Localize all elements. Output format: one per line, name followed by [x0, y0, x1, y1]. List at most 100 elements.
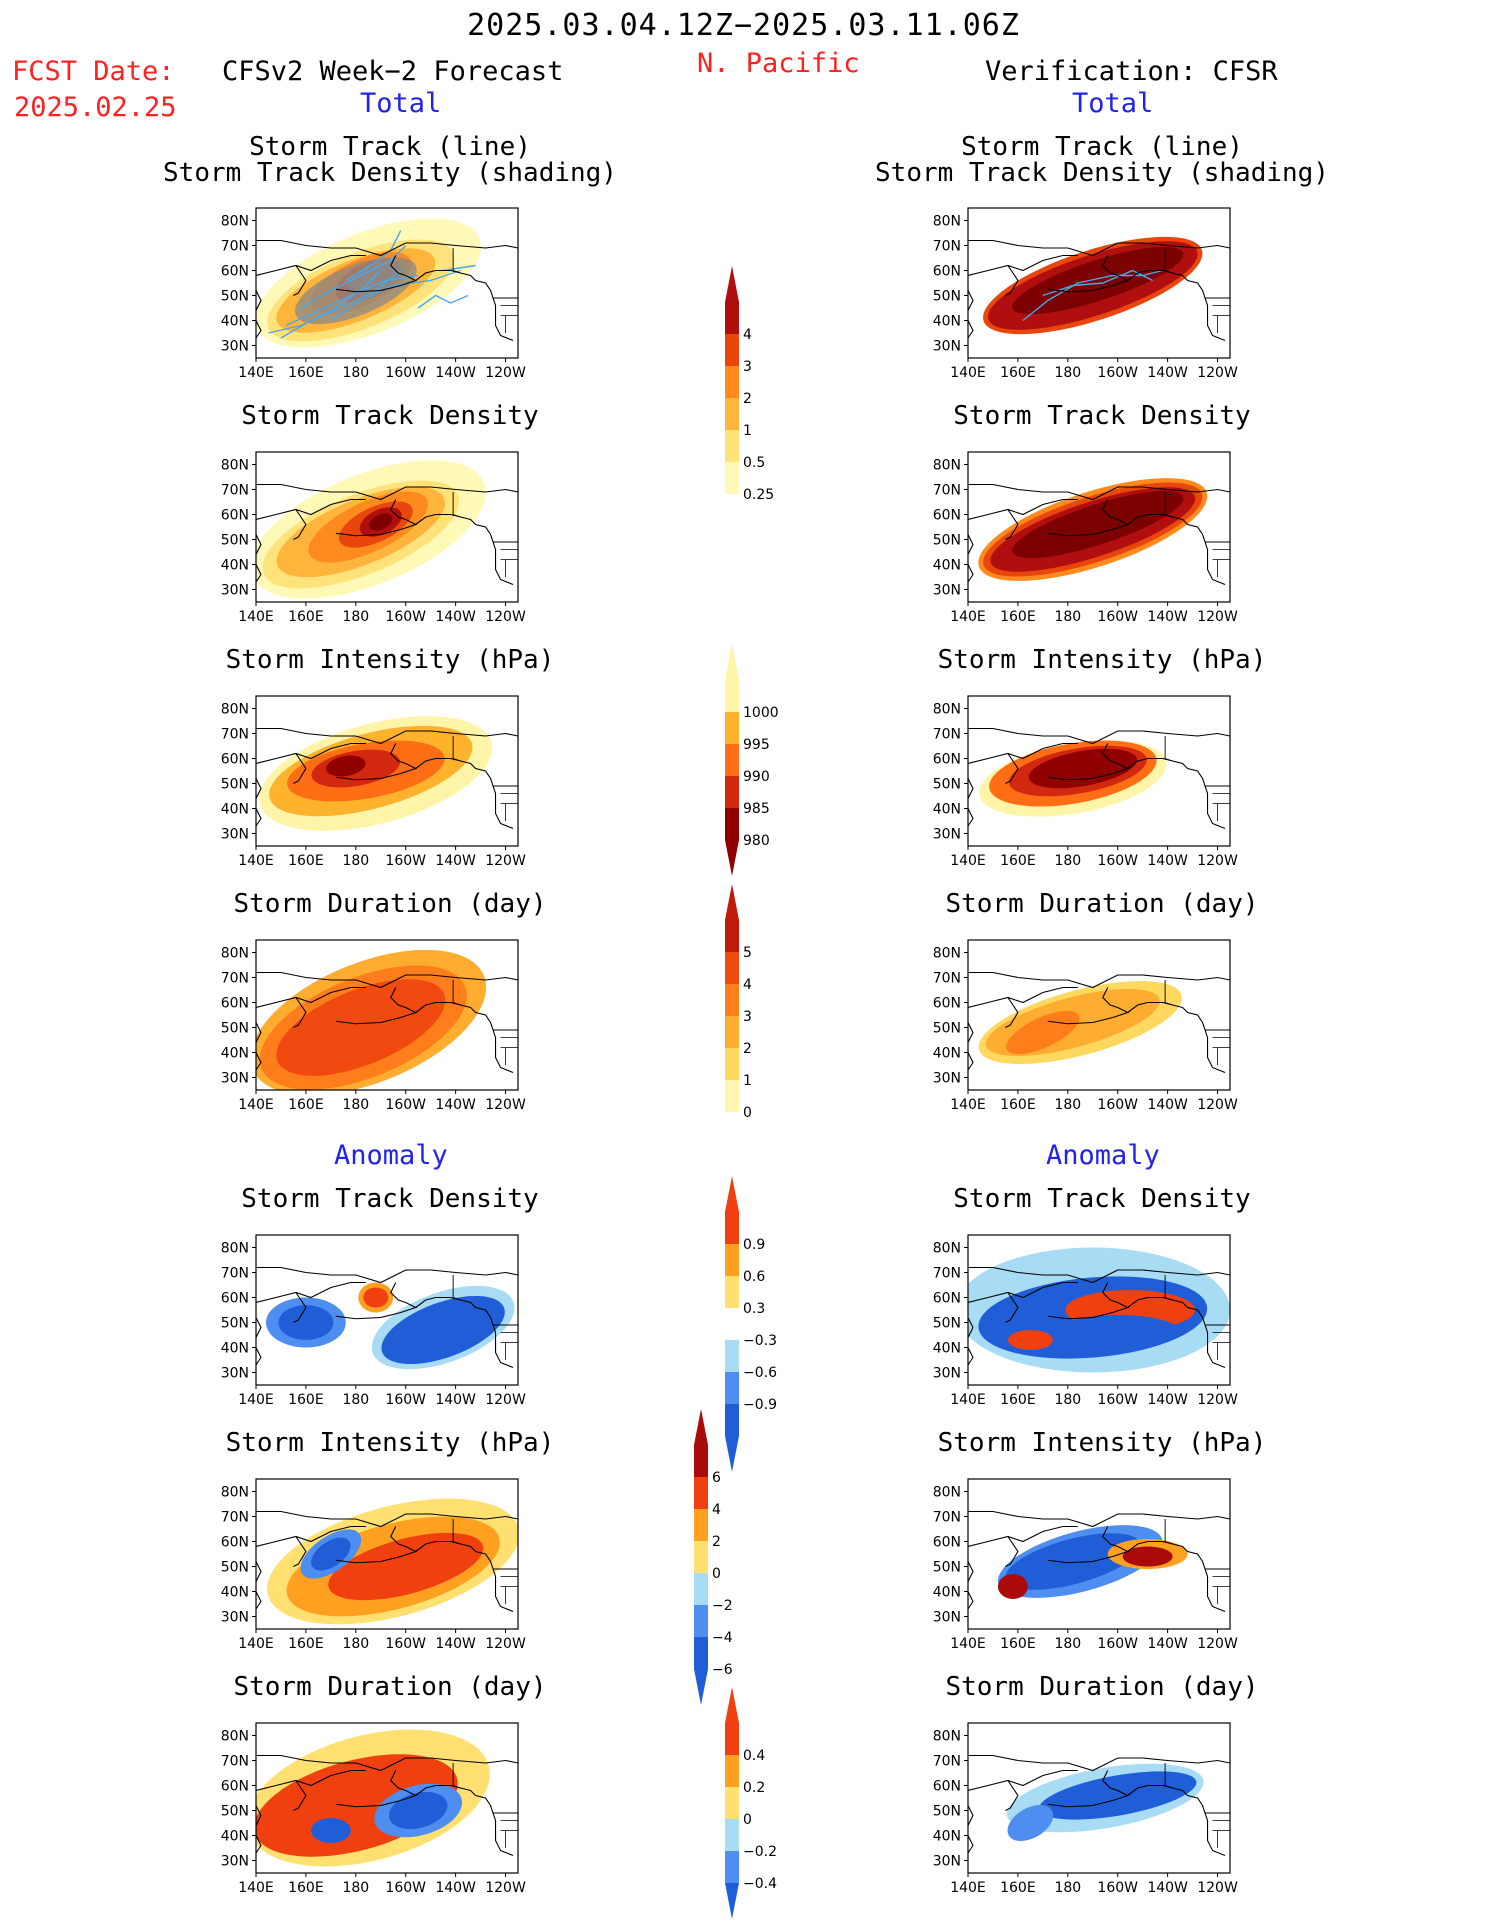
coastline: [256, 1022, 262, 1043]
colorbar-segment: [725, 952, 739, 984]
lon-tick-label: 180: [342, 1097, 369, 1113]
coastline: [968, 564, 974, 583]
map-a-intensity-left: 80N 70N 60N 50N 40N 30N 140E 160E 180 160W 140W 120…: [210, 1471, 530, 1661]
lon-tick-label: 140W: [435, 609, 476, 625]
lon-tick-label: 180: [1054, 1880, 1081, 1896]
colorbar-label: 4: [712, 1502, 721, 1518]
shade-region: [328, 1532, 484, 1601]
border-line: [1164, 492, 1173, 518]
border-line: [452, 492, 461, 518]
colorbar-segment: [725, 1244, 739, 1276]
lon-tick-label: 160E: [288, 609, 324, 625]
lat-tick-label: 70N: [933, 1510, 961, 1526]
colorbar-segment: [725, 1851, 739, 1883]
map-frame: [967, 939, 1231, 1091]
coastline: [293, 509, 307, 540]
lat-tick-label: 80N: [221, 702, 249, 718]
coastline: [256, 1561, 262, 1582]
lon-tick-label: 160E: [288, 1880, 324, 1896]
colorbar-label: 990: [743, 769, 770, 785]
colorbar-bottom-arrow: [725, 1436, 739, 1472]
colorbar-label: 0.25: [743, 487, 774, 503]
colorbar-segment: [725, 430, 739, 462]
coastline: [256, 1510, 518, 1528]
lat-tick-label: 30N: [221, 339, 249, 355]
coastline: [968, 1754, 1230, 1772]
shade-region: [1039, 1771, 1197, 1820]
lon-tick-label: 160E: [288, 853, 324, 869]
lon-tick-label: 120W: [485, 365, 526, 381]
colorbar-top-arrow: [725, 266, 739, 302]
lon-tick-label: 180: [342, 853, 369, 869]
colorbar-label: −0.6: [743, 1365, 777, 1381]
lon-tick-label: 160E: [1000, 1392, 1036, 1408]
colorbar-segment: [725, 1755, 739, 1787]
lat-tick-label: 40N: [221, 1046, 249, 1062]
coastline: [968, 483, 1230, 501]
lat-tick-label: 40N: [221, 314, 249, 330]
coastline: [256, 239, 518, 257]
shade-region: [1007, 1330, 1053, 1350]
lat-tick-label: 70N: [221, 483, 249, 499]
coastline: [968, 1835, 974, 1854]
coastline: [256, 483, 518, 501]
lon-tick-label: 160W: [1097, 853, 1138, 869]
lon-tick-label: 120W: [1197, 1392, 1238, 1408]
lon-tick-label: 140W: [1147, 1880, 1188, 1896]
lat-tick-label: 40N: [221, 802, 249, 818]
lat-tick-label: 60N: [221, 508, 249, 524]
lon-tick-label: 140W: [435, 1636, 476, 1652]
map-track-right: 80N 70N 60N 50N 40N 30N 140E 160E 180 160W 140W 120…: [922, 200, 1242, 390]
map-frame: [967, 207, 1231, 359]
colorbar-segment: [694, 1477, 708, 1509]
lon-tick-label: 140E: [950, 609, 986, 625]
colorbar-label: 0: [712, 1566, 721, 1582]
coastline: [968, 1525, 1078, 1548]
border-line: [452, 248, 461, 274]
lon-tick-label: 140W: [1147, 365, 1188, 381]
lon-tick-label: 180: [1054, 365, 1081, 381]
colorbar-label: 0.6: [743, 1269, 765, 1285]
colorbar-label: −0.3: [743, 1333, 777, 1349]
colorbar-segment: [725, 1080, 739, 1112]
map-a-density-left: 80N 70N 60N 50N 40N 30N 140E 160E 180 160W 140W 120…: [210, 1227, 530, 1417]
colorbar-label: 3: [743, 359, 752, 375]
colorbar-a-density: 0.9 0.6 0.3 −0.3 −0.6 −0.9: [715, 1172, 785, 1472]
map-intensity-left: 80N 70N 60N 50N 40N 30N 140E 160E 180 160W 140W 120…: [210, 688, 530, 878]
coastline: [968, 320, 974, 339]
border-line: [452, 1763, 461, 1789]
map-duration-right: 80N 70N 60N 50N 40N 30N 140E 160E 180 160W 140W 120…: [922, 932, 1242, 1122]
lat-tick-label: 80N: [933, 946, 961, 962]
colorbar-segment: [725, 1212, 739, 1244]
colorbar-label: 6: [712, 1470, 721, 1486]
coastline: [415, 1784, 514, 1857]
colorbar-intensity: 1000 995 990 985 980: [715, 640, 785, 880]
shade-region: [1005, 1533, 1141, 1590]
lat-tick-label: 70N: [933, 727, 961, 743]
lon-tick-label: 180: [342, 365, 369, 381]
panel-title-a-density-right: Storm Track Density: [953, 1184, 1251, 1214]
map-track-left: 80N 70N 60N 50N 40N 30N 140E 160E 180 160W 140W 120…: [210, 200, 530, 390]
colorbar-label: 3: [743, 1009, 752, 1025]
colorbar-segment: [725, 1016, 739, 1048]
lat-tick-label: 40N: [933, 1829, 961, 1845]
colorbar-segment: [694, 1573, 708, 1605]
colorbar-segment: [725, 1404, 739, 1436]
colorbar-top-arrow: [725, 1176, 739, 1212]
verification-title: Verification: CFSR: [985, 56, 1278, 87]
coastline: [256, 1525, 366, 1548]
coastline: [968, 1805, 974, 1826]
forecast-title: CFSv2 Week−2 Forecast: [222, 56, 564, 87]
border-line: [452, 980, 461, 1006]
coastline: [1005, 753, 1019, 784]
colorbar-label: 2: [743, 391, 752, 407]
coastline: [1005, 265, 1019, 296]
coastline: [968, 727, 1230, 745]
map-frame: [255, 939, 519, 1091]
lat-tick-label: 60N: [221, 996, 249, 1012]
coastline: [1047, 743, 1130, 781]
lat-tick-label: 30N: [221, 1071, 249, 1087]
lat-tick-label: 70N: [221, 971, 249, 987]
storm-track-line: [280, 269, 402, 339]
shade-region: [276, 979, 446, 1076]
